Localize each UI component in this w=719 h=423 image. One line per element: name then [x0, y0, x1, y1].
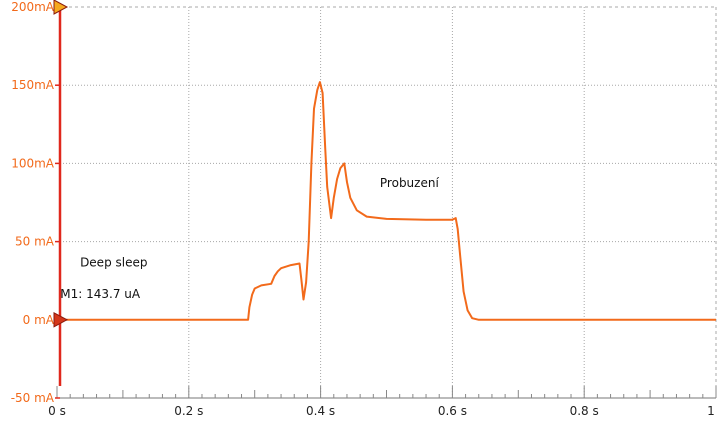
- y-tick-label: 100mA: [11, 156, 55, 170]
- x-tick-label: 1 s: [707, 404, 719, 418]
- axes: [55, 5, 717, 399]
- y-tick-label: 0 mA: [23, 313, 55, 327]
- y-tick-labels: 200mA 150mA 100mA 50 mA 0 mA -50 mA: [11, 0, 55, 405]
- annotation-label: M1: 143.7 uA: [60, 287, 141, 301]
- y-tick-label: 150mA: [11, 78, 55, 92]
- x-tick-label: 0.2 s: [174, 404, 203, 418]
- grid: [57, 6, 717, 398]
- series-line: [57, 81, 716, 321]
- annotations: Probuzení Deep sleep M1: 143.7 uA: [60, 176, 439, 301]
- current-trace: [57, 81, 716, 321]
- x-tick-label: 0.4 s: [306, 404, 335, 418]
- annotation-label: Deep sleep: [80, 256, 147, 270]
- y-tick-label: 200mA: [11, 0, 55, 14]
- x-tick-label: 0.6 s: [438, 404, 467, 418]
- cursor-markers[interactable]: [53, 0, 69, 328]
- x-tick-label: 0.8 s: [570, 404, 599, 418]
- y-tick-label: 50 mA: [15, 235, 55, 249]
- x-tick-label: 0 s: [48, 404, 66, 418]
- top-cursor-marker[interactable]: [53, 0, 69, 15]
- zero-cursor-marker[interactable]: [53, 311, 69, 328]
- x-tick-labels: 0 s 0.2 s 0.4 s 0.6 s 0.8 s 1 s: [48, 404, 719, 418]
- y-tick-label: -50 mA: [11, 391, 55, 405]
- annotation-label: Probuzení: [380, 176, 440, 190]
